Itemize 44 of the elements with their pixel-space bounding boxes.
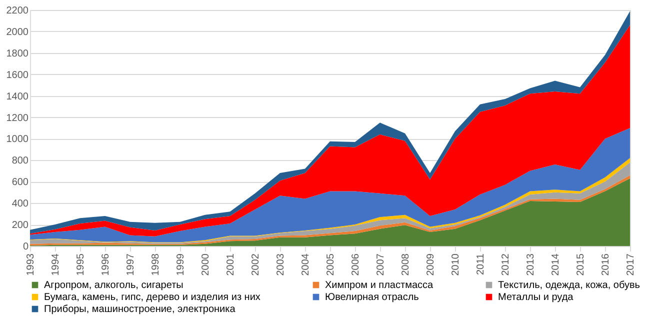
- x-tick-label: 2006: [350, 253, 362, 276]
- x-tick-label: 2000: [200, 253, 212, 276]
- y-tick-label: 1400: [6, 91, 29, 102]
- legend-label: Ювелирная отрасль: [325, 292, 419, 303]
- x-tick-label: 2009: [426, 253, 436, 276]
- x-tick-label: 1998: [150, 253, 162, 276]
- y-tick-label: 2200: [6, 6, 29, 16]
- x-tick-label: 2011: [476, 253, 486, 276]
- legend-label: Бумага, камень, гипс, дерево и изделия из них: [44, 292, 260, 303]
- x-tick-label: 2001: [226, 253, 236, 276]
- y-tick-label: 1600: [6, 70, 29, 81]
- x-tick-label: 2016: [600, 253, 612, 276]
- legend-label: Химпром и пластмасса: [325, 280, 434, 291]
- x-tick-label: 2008: [400, 253, 412, 276]
- x-tick-label: 1997: [126, 253, 136, 276]
- legend-label: Приборы, машиностроение, электроника: [44, 304, 236, 315]
- x-tick-label: 1993: [26, 253, 36, 276]
- y-tick-label: 600: [12, 177, 29, 188]
- x-tick-label: 2002: [250, 253, 262, 276]
- y-tick-label: 1800: [6, 48, 29, 60]
- legend-label: Агропром, алкоголь, сигареты: [44, 280, 184, 291]
- x-tick-label: 2013: [526, 253, 536, 276]
- x-tick-label: 1994: [50, 253, 62, 276]
- x-tick-label: 2005: [326, 253, 336, 276]
- y-tick-label: 800: [12, 156, 29, 167]
- x-tick-label: 2010: [450, 253, 462, 276]
- y-tick-label: 400: [12, 198, 29, 210]
- x-tick-label: 2017: [626, 253, 636, 276]
- x-tick-label: 1995: [76, 253, 86, 276]
- x-tick-label: 2007: [376, 253, 386, 276]
- y-tick-label: 200: [12, 220, 29, 232]
- legend-label: Текстиль, одежда, кожа, обувь: [498, 280, 640, 291]
- x-tick-label: 2015: [576, 253, 586, 276]
- y-tick-label: 1200: [6, 112, 29, 124]
- x-tick-label: 1999: [176, 253, 186, 276]
- y-tick-label: 1000: [6, 134, 29, 146]
- x-tick-label: 2003: [276, 253, 286, 276]
- legend-label: Металлы и руда: [498, 292, 574, 303]
- x-tick-label: 1996: [100, 253, 112, 276]
- y-tick-label: 2000: [6, 26, 29, 38]
- y-tick-label: 0: [22, 242, 29, 252]
- x-tick-label: 2012: [500, 253, 512, 276]
- x-tick-label: 2004: [300, 253, 312, 276]
- x-tick-label: 2014: [550, 253, 562, 276]
